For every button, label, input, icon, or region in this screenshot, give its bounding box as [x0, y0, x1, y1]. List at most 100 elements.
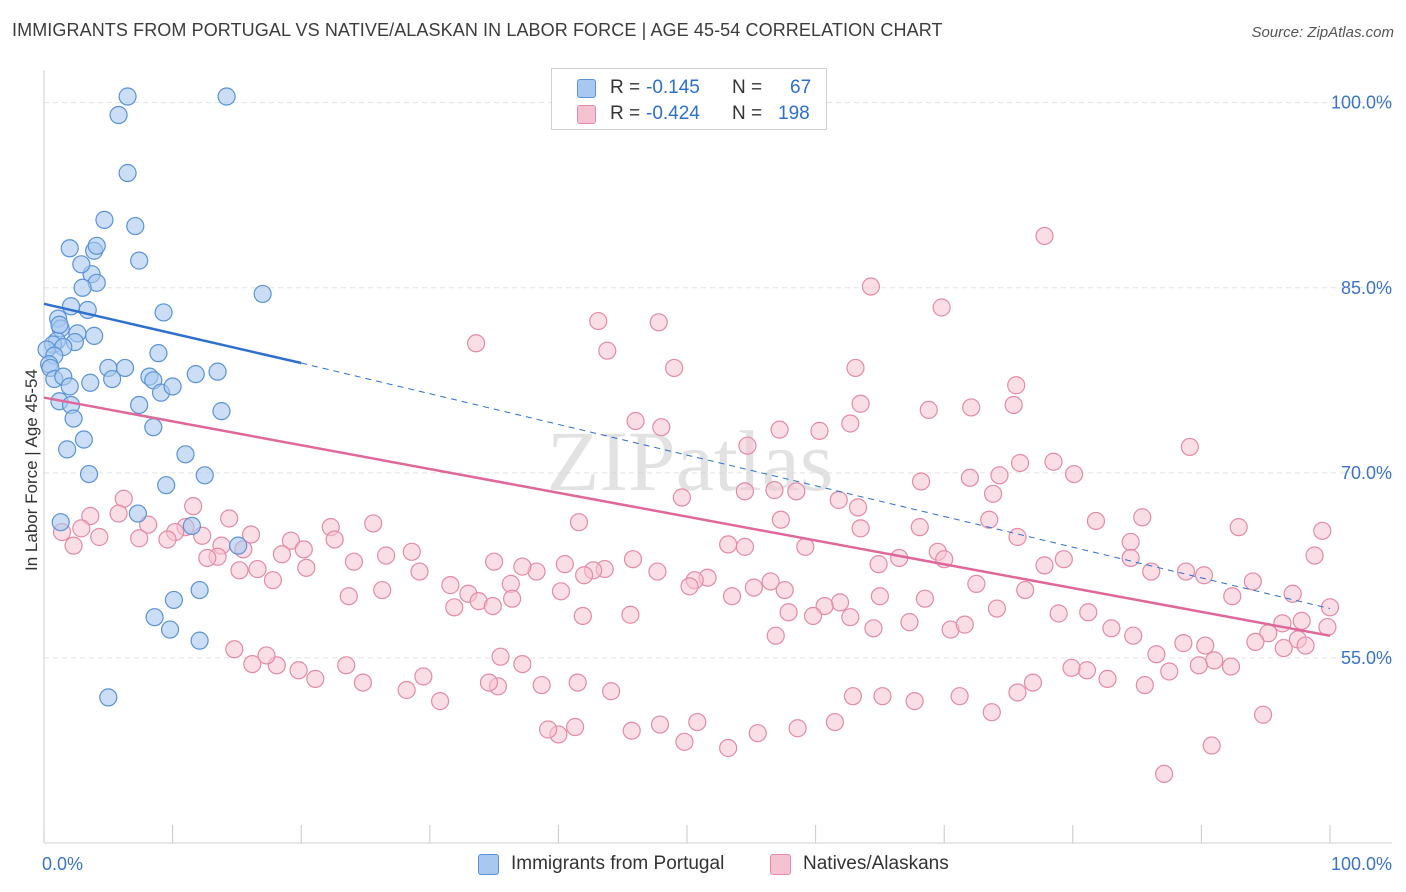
natives-point	[1004, 395, 1023, 415]
natives-point	[735, 482, 754, 501]
natives-point	[230, 561, 249, 580]
natives-point	[1223, 587, 1242, 606]
natives-point	[130, 529, 149, 548]
legend-swatch-blue	[577, 79, 596, 98]
portugal-point	[60, 377, 79, 396]
natives-point	[665, 358, 684, 378]
natives-point	[622, 721, 641, 740]
natives-point	[810, 421, 829, 440]
natives-point	[373, 580, 392, 600]
natives-point	[297, 558, 316, 577]
portugal-point	[145, 608, 164, 627]
natives-point	[1243, 572, 1262, 591]
natives-point	[738, 436, 757, 455]
natives-point	[650, 715, 670, 734]
natives-point	[735, 537, 754, 556]
natives-point	[846, 358, 865, 378]
natives-point	[1180, 437, 1199, 457]
natives-point	[748, 724, 767, 743]
natives-trend-line	[43, 396, 1331, 637]
portugal-point	[64, 409, 83, 428]
natives-point	[1121, 548, 1140, 568]
natives-point	[1086, 511, 1106, 531]
legend-n-value: 198	[778, 103, 810, 124]
natives-point	[915, 589, 935, 608]
natives-point	[1010, 453, 1030, 473]
natives-point	[1202, 736, 1221, 755]
natives-point	[864, 619, 883, 638]
natives-point	[430, 692, 450, 711]
portugal-point	[195, 466, 214, 485]
natives-point	[1142, 562, 1161, 581]
natives-point	[967, 574, 986, 593]
natives-point	[479, 673, 499, 692]
x-tick-label: 100.0%	[1331, 854, 1392, 874]
legend-r-label: R =	[610, 103, 641, 124]
natives-point	[1049, 604, 1068, 623]
natives-point	[337, 656, 356, 675]
natives-point	[722, 587, 742, 606]
natives-point	[513, 557, 532, 576]
natives-point	[1147, 645, 1166, 664]
natives-point	[1135, 675, 1154, 695]
portugal-trend-extension	[301, 362, 1331, 610]
portugal-point	[74, 430, 93, 449]
natives-point	[932, 298, 951, 317]
natives-point	[248, 559, 267, 579]
natives-point	[289, 661, 308, 680]
natives-point	[861, 277, 880, 296]
natives-point	[184, 497, 203, 516]
y-axis-label: In Labor Force | Age 45-54	[22, 369, 41, 571]
natives-point	[445, 598, 464, 617]
natives-point	[294, 540, 313, 559]
natives-point	[815, 596, 834, 616]
natives-point	[1098, 669, 1117, 688]
natives-point	[919, 400, 938, 420]
natives-point	[1062, 658, 1081, 677]
y-tick-label: 70.0%	[1341, 463, 1392, 483]
portugal-point	[186, 365, 205, 384]
natives-point	[830, 593, 850, 612]
natives-point	[1273, 614, 1292, 633]
natives-point	[829, 490, 848, 510]
portugal-point	[95, 210, 114, 229]
portugal-point	[58, 440, 77, 459]
natives-point	[573, 606, 592, 626]
series-legend: Immigrants from Portugal Natives/Alaskan…	[0, 852, 1406, 878]
portugal-point	[118, 87, 137, 106]
natives-point	[485, 552, 504, 571]
natives-point	[575, 566, 594, 585]
natives-point	[72, 519, 91, 538]
natives-point	[911, 472, 931, 491]
legend-row-natives: R = -0.424 N = 198	[552, 101, 826, 127]
natives-point	[766, 626, 785, 645]
natives-point	[466, 334, 486, 353]
natives-point	[402, 542, 421, 561]
natives-point	[680, 577, 699, 596]
portugal-point	[118, 163, 137, 183]
portugal-point	[87, 236, 106, 255]
natives-point	[139, 515, 158, 534]
natives-point	[848, 498, 868, 517]
natives-point	[900, 613, 919, 632]
axes	[43, 70, 1392, 844]
natives-point	[1229, 518, 1248, 537]
natives-point	[1054, 550, 1073, 569]
natives-point	[1035, 226, 1054, 246]
natives-point	[962, 398, 981, 417]
natives-point	[598, 341, 617, 360]
natives-point	[1121, 532, 1140, 552]
natives-point	[1189, 656, 1208, 675]
natives-point	[770, 420, 789, 439]
portugal-point	[164, 590, 183, 610]
natives-point	[982, 703, 1001, 722]
natives-point	[905, 692, 924, 711]
natives-point	[441, 576, 460, 595]
natives-point	[1274, 638, 1293, 658]
legend-swatch-pink	[577, 105, 596, 124]
natives-point	[1160, 662, 1179, 681]
natives-point	[1292, 611, 1311, 631]
natives-point	[841, 414, 860, 433]
natives-point	[1007, 376, 1026, 395]
natives-point	[397, 680, 416, 700]
